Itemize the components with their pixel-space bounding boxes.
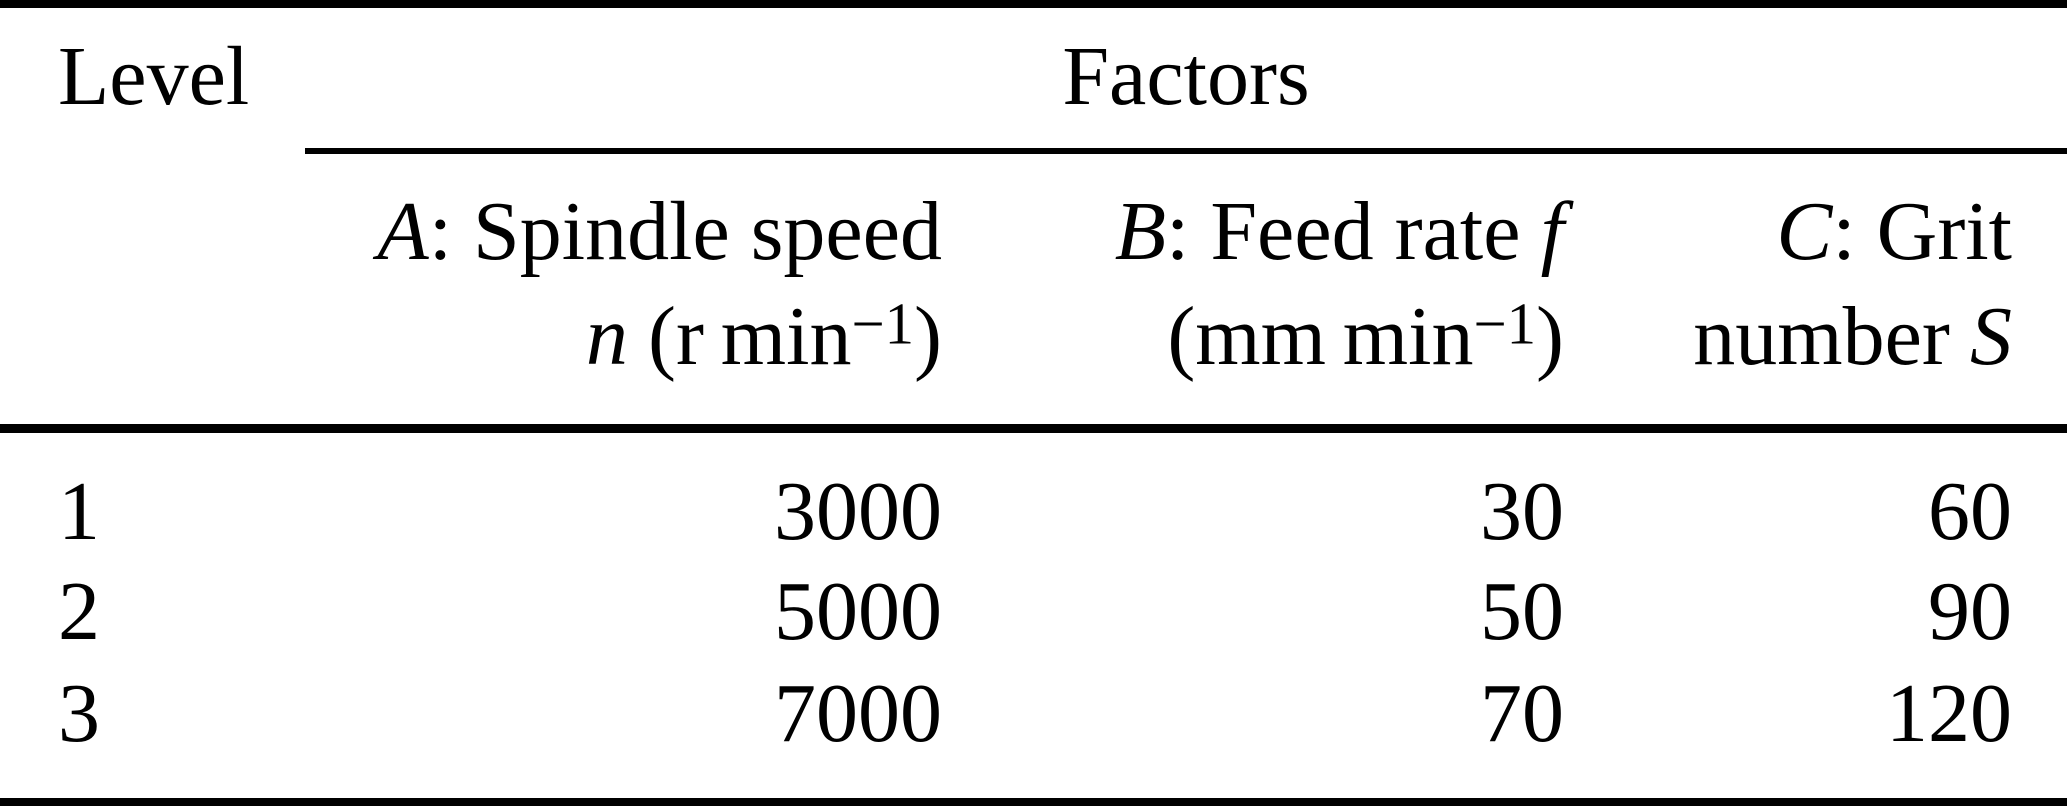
row1-level-cell: 1 [58,465,100,558]
level-column-header: Level [58,30,250,123]
col-a-unit-close: ) [914,290,942,383]
col-c-header-line1: C: Grit [1776,190,2012,274]
row3-spindle-speed-cell: 7000 [774,667,942,760]
col-b-unit-open: (mm min [1167,290,1474,383]
table-top-rule [0,0,2067,8]
row3-level-cell: 3 [58,667,100,760]
factors-group-header: Factors [1062,30,1310,123]
col-a-header-line1: A: Spindle speed [377,190,942,274]
col-b-unit-exponent: −1 [1473,291,1537,357]
header-body-rule [0,424,2067,433]
col-a-variable: A [377,185,429,278]
col-b-label: : Feed rate [1166,185,1521,278]
col-c-symbol: S [1970,290,2012,383]
col-a-symbol: n [585,290,628,383]
col-b-variable: B [1114,185,1166,278]
row2-spindle-speed-cell: 5000 [774,565,942,658]
col-b-symbol: f [1540,185,1564,278]
col-c-label: : Grit [1832,185,2012,278]
row1-grit-number-cell: 60 [1928,465,2012,558]
col-b-header-line2: (mm min−1) [1167,295,1564,379]
row2-grit-number-cell: 90 [1928,565,2012,658]
col-c-header-line2: number S [1693,295,2012,379]
row2-level-cell: 2 [58,565,100,658]
col-c-label2: number [1693,290,1950,383]
col-b-header-line1: B: Feed rate f [1115,190,1564,274]
col-b-unit-close: ) [1536,290,1564,383]
col-c-variable: C [1776,185,1833,278]
table-bottom-rule [0,798,2067,806]
col-a-label: : Spindle speed [428,185,942,278]
row1-feed-rate-cell: 30 [1480,465,1564,558]
factors-group-underline [305,148,2067,154]
col-a-unit-exponent: −1 [851,291,915,357]
row3-feed-rate-cell: 70 [1480,667,1564,760]
col-a-unit-open: (r min [648,290,852,383]
col-a-header-line2: n (r min−1) [586,295,942,379]
row2-feed-rate-cell: 50 [1480,565,1564,658]
row3-grit-number-cell: 120 [1886,667,2012,760]
row1-spindle-speed-cell: 3000 [774,465,942,558]
